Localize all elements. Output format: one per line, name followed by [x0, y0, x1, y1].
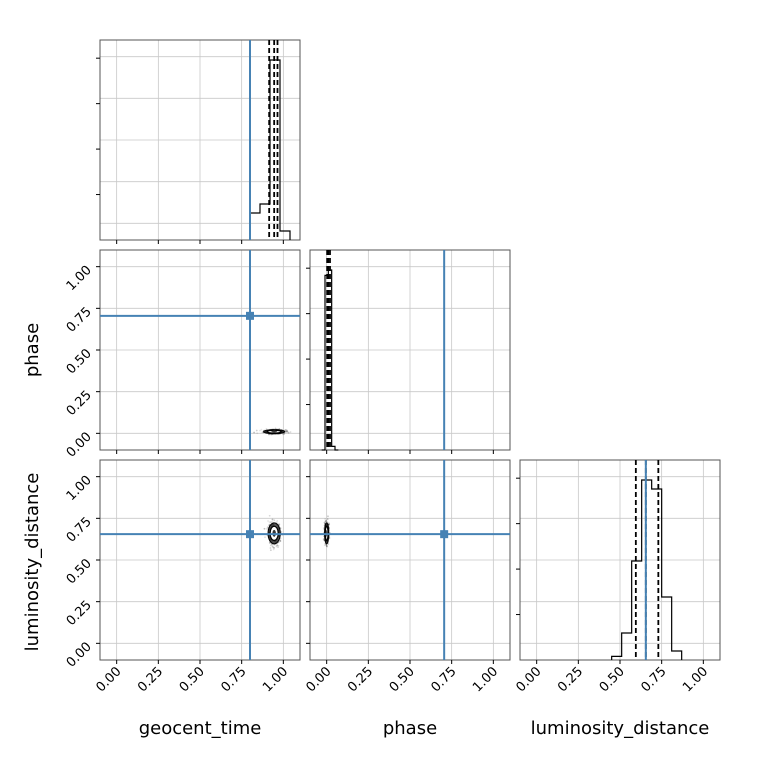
scatter-luminosity-distance-vs-geocent-time-sample [270, 521, 272, 524]
scatter-luminosity-distance-vs-phase-sample [328, 523, 331, 526]
scatter-luminosity-distance-vs-phase-sample [325, 545, 328, 548]
scatter-phase-vs-geocent-time-sample [285, 431, 287, 434]
scatter-phase-vs-geocent-time-sample [285, 430, 288, 433]
scatter-luminosity-distance-vs-phase-sample [325, 519, 328, 522]
scatter-luminosity-distance-vs-phase-sample [327, 543, 330, 545]
scatter-luminosity-distance-vs-geocent-time-sample [271, 521, 274, 523]
scatter-luminosity-distance-vs-phase-sample [325, 544, 328, 547]
scatter-luminosity-distance-vs-geocent-time-sample [280, 530, 283, 533]
scatter-luminosity-distance-vs-geocent-time-sample [270, 544, 272, 547]
scatter-luminosity-distance-vs-phase-grid [310, 460, 510, 660]
scatter-phase-vs-geocent-time-sample [284, 429, 287, 431]
scatter-luminosity-distance-vs-geocent-time-sample [276, 544, 279, 547]
scatter-luminosity-distance-vs-geocent-time-sample [279, 539, 282, 542]
scatter-luminosity-distance-vs-geocent-time-sample [267, 520, 269, 522]
scatter-phase-vs-geocent-time-truth-marker [246, 311, 254, 320]
scatter-luminosity-distance-vs-geocent-time-sample [271, 518, 274, 521]
scatter-luminosity-distance-vs-geocent-time-sample [266, 527, 269, 530]
scatter-phase-vs-geocent-time-sample [286, 430, 289, 433]
scatter-phase-vs-geocent-time-sample [289, 431, 292, 433]
scatter-luminosity-distance-vs-geocent-time-sample [278, 523, 281, 526]
scatter-luminosity-distance-vs-geocent-time-sample [269, 547, 272, 549]
scatter-luminosity-distance-vs-geocent-time-sample [273, 546, 276, 549]
scatter-luminosity-distance-vs-geocent-time-sample [271, 545, 274, 548]
y-axis-label-luminosity-distance: luminosity_distance [22, 473, 43, 652]
scatter-phase-vs-geocent-time-sample [259, 429, 261, 432]
scatter-luminosity-distance-vs-geocent-time-sample [266, 526, 269, 529]
scatter-luminosity-distance-vs-geocent-time-grid [100, 460, 300, 660]
scatter-luminosity-distance-vs-geocent-time-sample [263, 527, 266, 530]
scatter-luminosity-distance-vs-geocent-time-sample [277, 546, 279, 549]
x-axis-label-phase: phase [383, 718, 437, 739]
scatter-luminosity-distance-vs-geocent-time-sample [273, 519, 276, 522]
scatter-luminosity-distance-vs-phase-sample [323, 544, 326, 547]
scatter-luminosity-distance-vs-geocent-time-truth-marker [246, 530, 254, 539]
scatter-luminosity-distance-vs-geocent-time-sample [264, 536, 266, 539]
scatter-phase-vs-geocent-time-sample [286, 430, 289, 433]
scatter-luminosity-distance-vs-geocent-time-sample [268, 541, 271, 544]
scatter-phase-vs-geocent-time-sample [260, 428, 263, 431]
scatter-luminosity-distance-vs-phase-sample [323, 521, 326, 524]
scatter-phase-vs-geocent-time-sample [253, 431, 255, 434]
hist-geocent-time-grid [100, 40, 300, 240]
hist-phase-grid [310, 250, 510, 450]
scatter-phase-vs-geocent-time-sample [287, 431, 290, 434]
scatter-phase-vs-geocent-time-sample [284, 430, 287, 433]
scatter-luminosity-distance-vs-phase-truth-marker [440, 530, 449, 539]
scatter-phase-vs-geocent-time-sample [283, 432, 286, 435]
scatter-luminosity-distance-vs-phase-sample [326, 518, 329, 521]
scatter-phase-vs-geocent-time-contour-core [271, 430, 278, 433]
hist-luminosity-distance-grid [520, 460, 720, 660]
scatter-luminosity-distance-vs-phase-sample [326, 545, 329, 548]
scatter-phase-vs-geocent-time-grid [100, 250, 300, 450]
scatter-luminosity-distance-vs-phase-sample [328, 522, 331, 525]
scatter-luminosity-distance-vs-phase-sample [327, 515, 329, 518]
scatter-phase-vs-geocent-time-sample [274, 427, 277, 430]
scatter-phase-vs-geocent-time-sample [256, 432, 259, 435]
scatter-phase-vs-geocent-time-sample [284, 430, 287, 433]
scatter-phase-vs-geocent-time-sample [261, 431, 264, 434]
x-axis-label-geocent-time: geocent_time [139, 718, 262, 739]
scatter-luminosity-distance-vs-phase-sample [324, 518, 327, 520]
scatter-luminosity-distance-vs-geocent-time-sample [272, 548, 275, 551]
x-axis-label-luminosity-distance: luminosity_distance [531, 718, 710, 739]
scatter-luminosity-distance-vs-geocent-time-sample [279, 540, 282, 543]
scatter-luminosity-distance-vs-phase-sample [324, 520, 327, 523]
scatter-luminosity-distance-vs-geocent-time-sample [269, 549, 272, 552]
scatter-luminosity-distance-vs-phase-sample [324, 520, 327, 523]
scatter-phase-vs-geocent-time-sample [255, 429, 258, 432]
y-axis-label-phase: phase [22, 323, 43, 377]
scatter-luminosity-distance-vs-geocent-time-sample [272, 546, 275, 549]
scatter-phase-vs-geocent-time-sample [285, 428, 287, 431]
scatter-luminosity-distance-vs-geocent-time-sample [268, 514, 271, 517]
scatter-luminosity-distance-vs-phase-sample [322, 538, 325, 541]
scatter-phase-vs-geocent-time-sample [282, 433, 284, 436]
scatter-luminosity-distance-vs-geocent-time-sample [276, 520, 279, 522]
scatter-luminosity-distance-vs-geocent-time-sample [277, 544, 280, 547]
scatter-luminosity-distance-vs-geocent-time-sample [268, 521, 271, 524]
scatter-phase-vs-geocent-time-sample [286, 429, 288, 432]
scatter-luminosity-distance-vs-geocent-time-sample [275, 545, 278, 548]
